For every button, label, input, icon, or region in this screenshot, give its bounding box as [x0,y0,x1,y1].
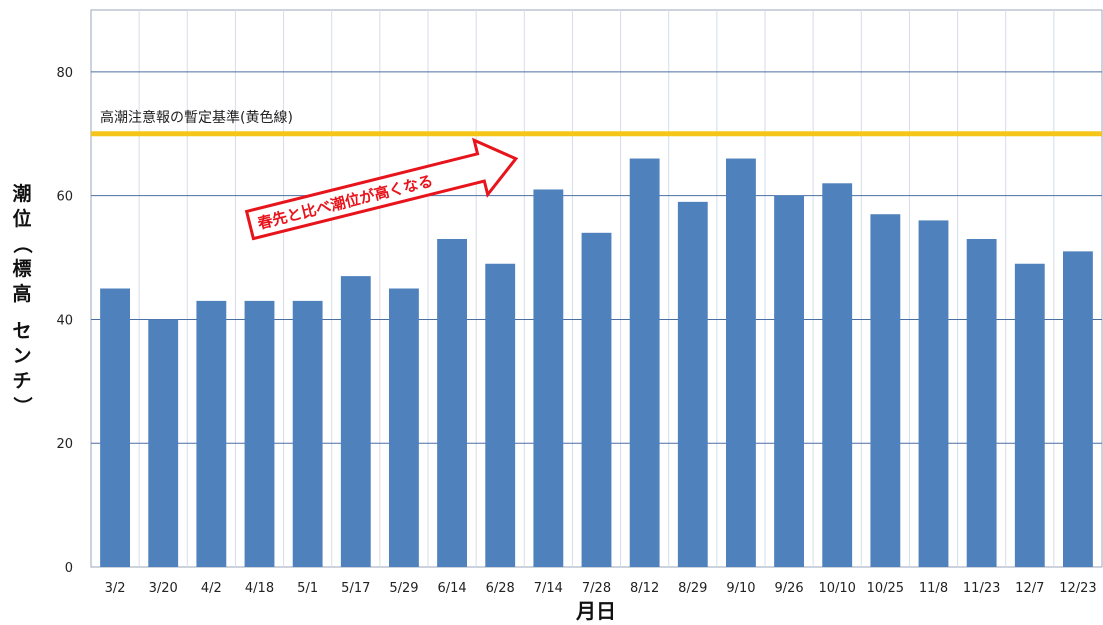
bar [726,158,756,568]
reference-line-label: 高潮注意報の暫定基準(黄色線) [100,109,293,126]
bar [340,276,371,567]
x-tick-label: 9/10 [726,581,755,596]
y-axis-label-char: ン [12,345,31,367]
x-tick-label: 12/7 [1015,581,1044,596]
x-tick-labels: 3/2 3/20 4/2 4/18 5/1 5/17 5/29 6/14 6/28 7/14 7/2… [105,581,1097,596]
bar [581,232,612,568]
bar [629,158,660,568]
x-tick-label: 11/23 [963,581,1000,596]
x-tick-label: 4/18 [245,581,274,596]
bar [822,183,853,568]
x-tick-label: 6/28 [486,581,515,596]
vertical-gridlines [138,10,1055,567]
arrow-shape [244,137,519,241]
y-axis-label-char: 標 [12,257,31,280]
bar [1063,251,1093,567]
x-tick-label: 3/2 [105,581,126,596]
bar [533,189,564,567]
bar [485,263,516,567]
y-tick-label: 40 [56,313,73,328]
x-tick-label: 6/14 [437,581,466,596]
bar [1014,263,1045,567]
bar [966,238,997,567]
x-tick-label: 3/20 [149,581,178,596]
y-tick-labels: 0 20 40 60 80 [56,66,73,576]
y-axis-label-char: 高 [12,282,31,305]
x-tick-label: 4/2 [201,581,222,596]
bar [292,300,323,567]
bar [918,220,949,567]
x-tick-label: 5/17 [341,581,370,596]
x-tick-label: 7/14 [534,581,563,596]
bar [437,238,467,567]
y-axis-label-char: セ [12,320,31,342]
x-axis-label: 月日 [575,599,616,623]
x-tick-label: 10/25 [867,581,904,596]
y-axis-label-char: 潮 [12,183,31,205]
bar [148,319,179,567]
x-tick-label: 7/28 [582,581,611,596]
x-tick-label: 8/12 [630,581,659,596]
y-axis-label-char: （ [11,234,34,253]
bar [870,214,901,567]
y-tick-label: 60 [56,190,73,205]
bar-series [100,158,1093,568]
bar [677,201,708,567]
y-axis-label-char: ） [11,396,34,415]
bar [100,288,130,567]
y-axis-label-char: チ [12,370,31,392]
y-tick-label: 0 [65,561,73,576]
bar [389,288,419,567]
y-tick-label: 80 [56,66,73,81]
x-tick-label: 5/29 [389,581,418,596]
y-axis-label-char: 位 [12,207,31,230]
y-tick-label: 20 [56,437,73,452]
x-tick-label: 8/29 [678,581,707,596]
bar [774,195,804,567]
x-tick-label: 9/26 [774,581,803,596]
x-tick-label: 11/8 [919,581,948,596]
x-tick-label: 10/10 [818,581,855,596]
bar [196,300,227,567]
x-tick-label: 12/23 [1059,581,1096,596]
x-tick-label: 5/1 [297,581,318,596]
bar [244,300,275,567]
